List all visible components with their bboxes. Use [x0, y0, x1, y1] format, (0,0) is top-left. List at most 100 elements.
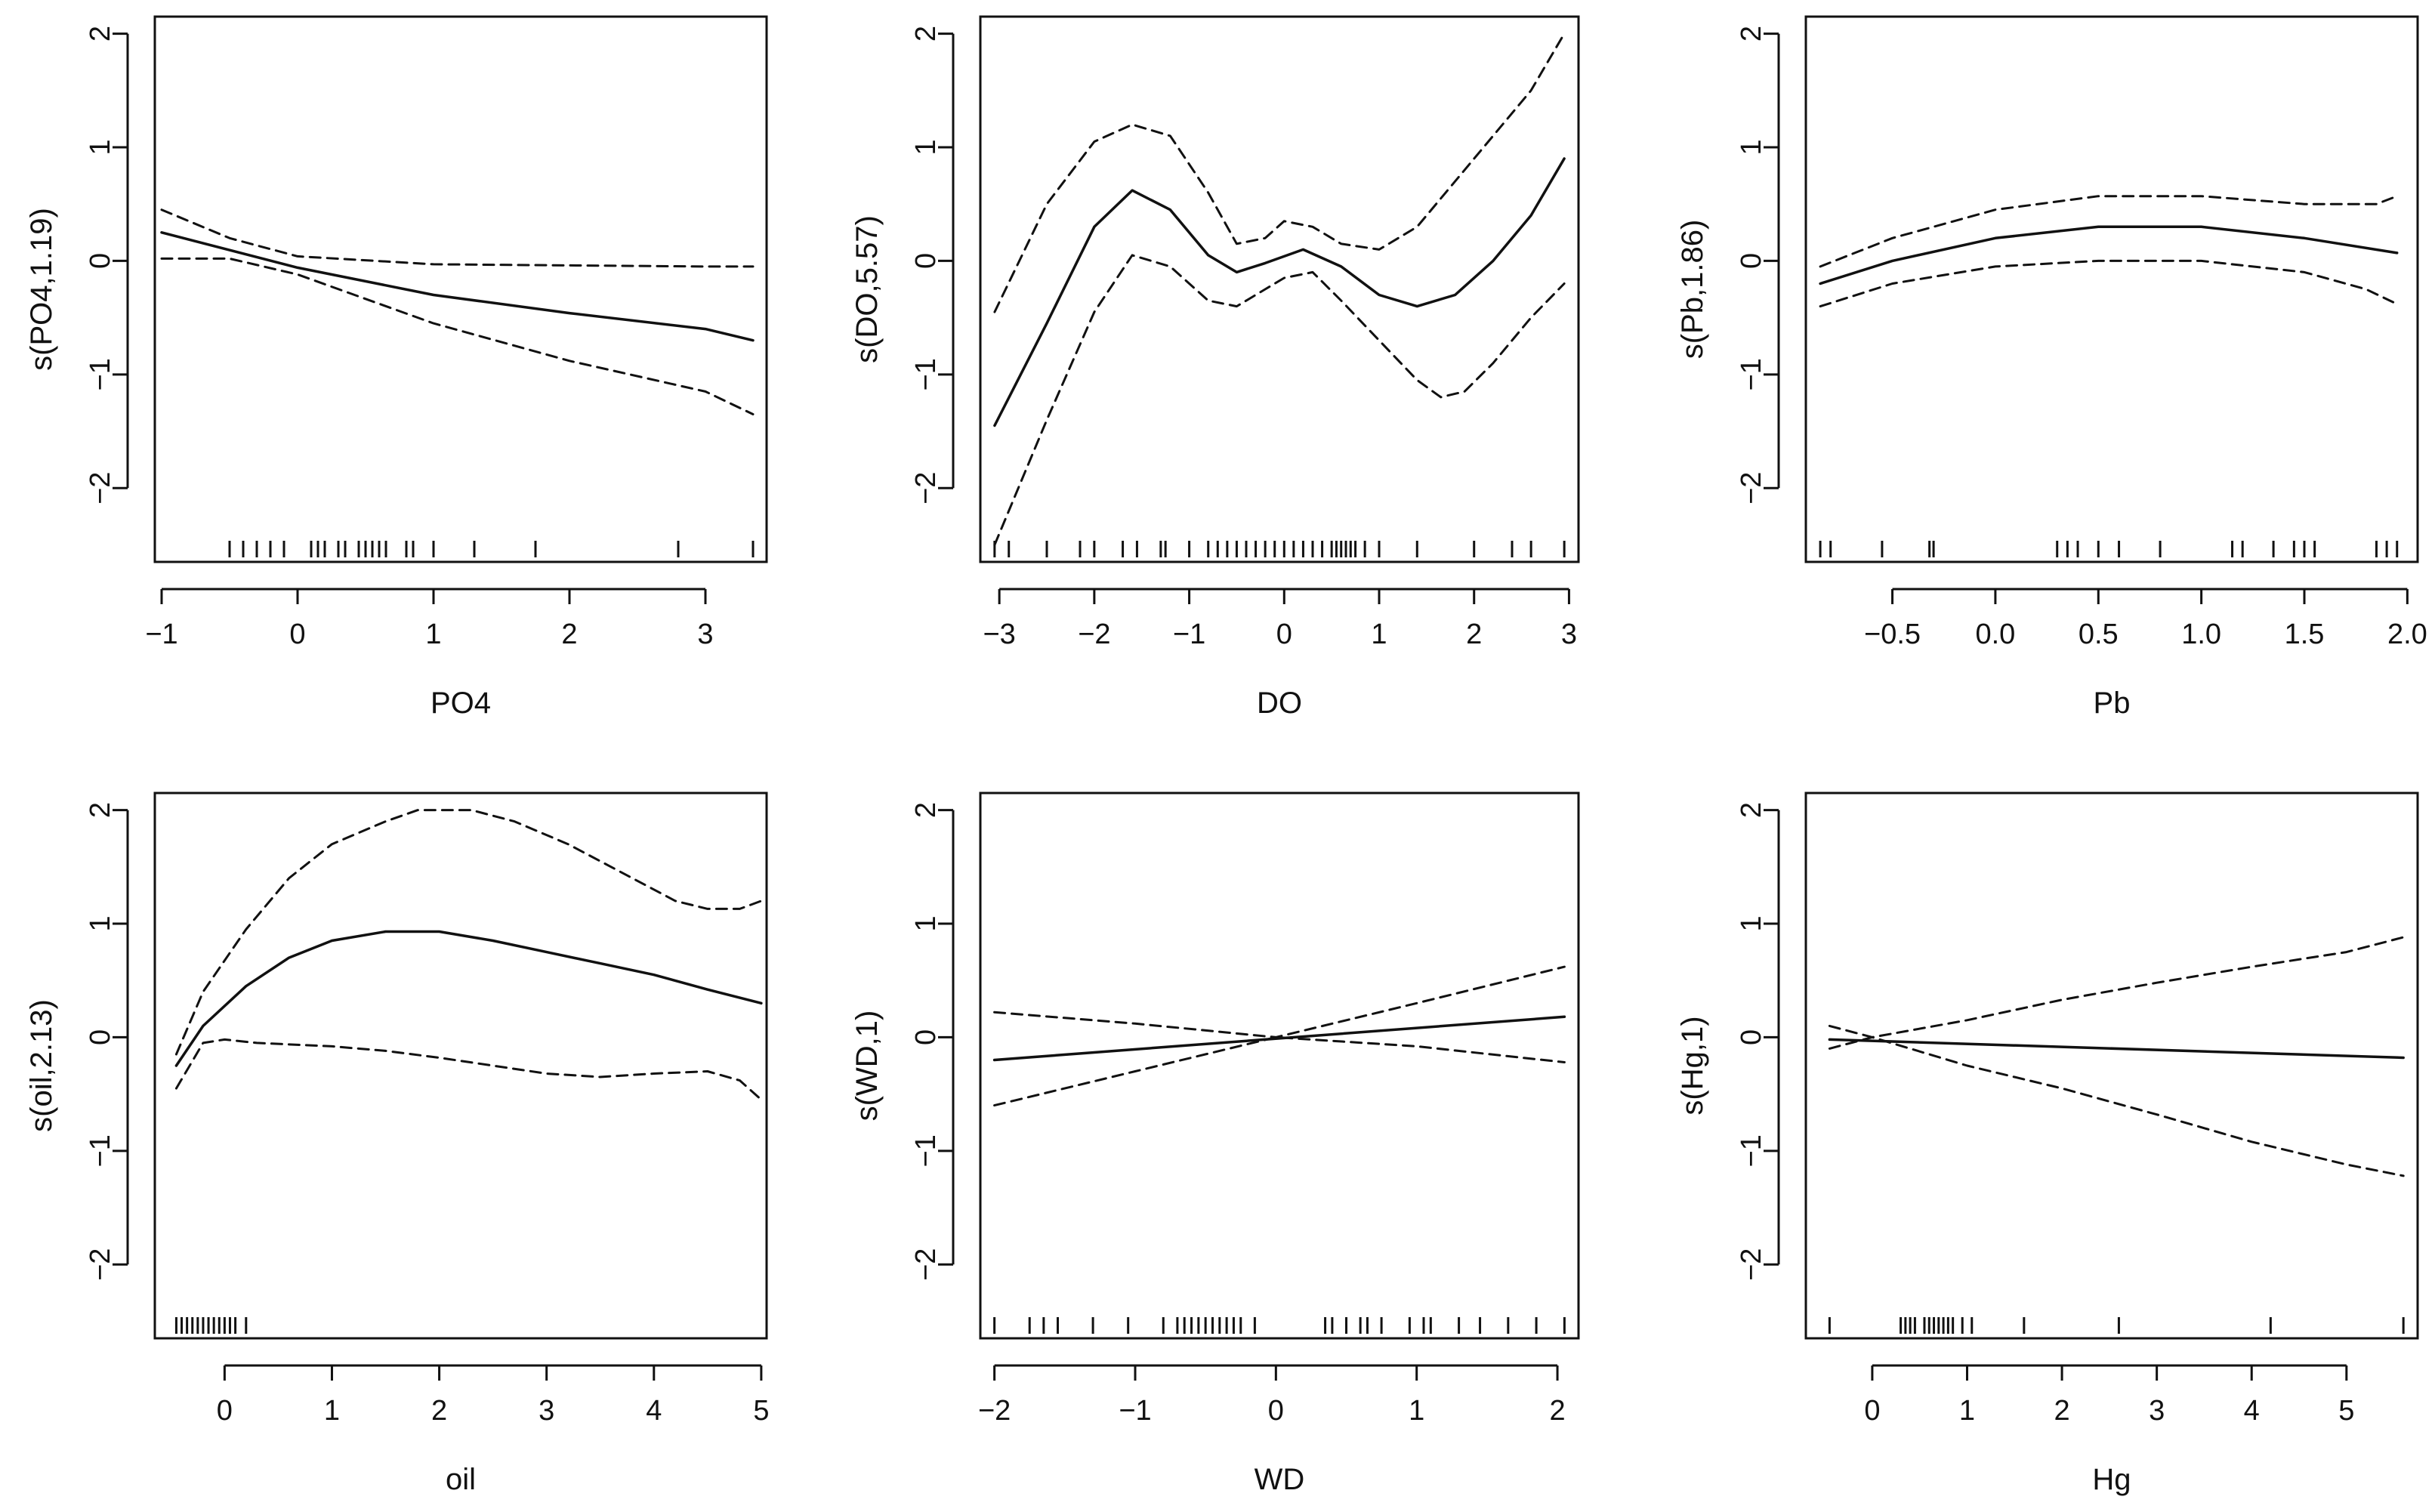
series-upper [1819, 195, 2399, 268]
y-tick-label: 2 [1736, 802, 1767, 818]
x-tick-label: 2.0 [2387, 619, 2427, 650]
y-tick-label: 2 [910, 26, 942, 42]
x-axis-title: PO4 [431, 687, 491, 720]
x-axis-title: Hg [2092, 1463, 2131, 1496]
y-tick-label: 1 [85, 139, 116, 155]
x-tick-label: −2 [1078, 619, 1110, 650]
series-lower [1819, 259, 2399, 308]
x-tick-label: 2 [431, 1395, 447, 1427]
x-tick-label: 5 [753, 1395, 769, 1427]
x-tick-label: −1 [1173, 619, 1205, 650]
x-axis-title: DO [1257, 687, 1302, 720]
x-tick-label: −3 [983, 619, 1015, 650]
series-fit [160, 231, 755, 342]
series-fit [1819, 225, 2399, 285]
series-fit [174, 930, 763, 1067]
plot-frame [153, 791, 768, 1340]
y-tick-label: 2 [85, 26, 116, 42]
y-tick-label: −2 [1736, 472, 1767, 505]
x-tick-label: 5 [2338, 1395, 2354, 1427]
y-tick-label: −2 [910, 472, 942, 505]
panel-1: −1 0 1 2 3 −2 −1 0 1 2 PO4 s(PO4,1.19) [25, 15, 768, 720]
y-axis-title: s(PO4,1.19) [25, 208, 58, 371]
series-upper [993, 965, 1566, 1038]
plot-frame [1804, 15, 2419, 563]
y-tick-label: 0 [1736, 1029, 1767, 1045]
panel-4: 0 1 2 3 4 5 −2 −1 0 1 2 oil s(oil,2.13) [25, 791, 769, 1496]
y-tick-label: 1 [85, 915, 116, 931]
y-tick-label: 2 [910, 802, 942, 818]
x-tick-label: 2 [2054, 1395, 2069, 1427]
y-tick-label: −1 [910, 1134, 942, 1167]
y-tick-label: −1 [85, 1134, 116, 1167]
x-tick-label: 1 [324, 1395, 340, 1427]
plot-frame [979, 791, 1580, 1340]
x-tick-label: −2 [978, 1395, 1011, 1427]
plot-frame [153, 15, 768, 563]
y-tick-label: −2 [910, 1248, 942, 1281]
y-tick-label: 1 [910, 139, 942, 155]
x-tick-label: 1 [1959, 1395, 1975, 1427]
series-lower [160, 257, 755, 415]
x-tick-label: 3 [539, 1395, 554, 1427]
series-lower [1828, 1035, 2405, 1177]
x-tick-label: −1 [1119, 1395, 1151, 1427]
x-tick-label: 1.5 [2285, 619, 2325, 650]
y-tick-label: 0 [910, 253, 942, 269]
series-fit [992, 1015, 1566, 1062]
x-tick-label: 3 [2149, 1395, 2165, 1427]
x-tick-label: 2 [1466, 619, 1482, 650]
y-tick-label: −1 [1736, 1134, 1767, 1167]
y-tick-label: 2 [1736, 26, 1767, 42]
y-tick-label: −2 [1736, 1248, 1767, 1281]
series-lower [993, 254, 1566, 546]
x-tick-label: 0 [217, 1395, 233, 1427]
y-axis-title: s(DO,5.57) [850, 215, 884, 363]
x-tick-label: 4 [2244, 1395, 2260, 1427]
y-tick-label: 1 [1736, 915, 1767, 931]
y-tick-label: 0 [85, 1029, 116, 1045]
y-axis-title: s(Pb,1.86) [1676, 220, 1709, 359]
x-tick-label: 1.0 [2181, 619, 2221, 650]
y-axis-title: s(WD,1) [850, 1011, 884, 1122]
x-tick-label: 2 [1549, 1395, 1565, 1427]
series-upper [1828, 936, 2405, 1038]
x-tick-label: 4 [646, 1395, 662, 1427]
x-axis-title: WD [1255, 1463, 1305, 1496]
y-tick-label: 1 [1736, 139, 1767, 155]
y-tick-label: 0 [1736, 253, 1767, 269]
x-tick-label: 0.0 [1975, 619, 2015, 650]
y-tick-label: 2 [85, 802, 116, 818]
panel-3: −0.5 0.0 0.5 1.0 1.5 2.0 −2 −1 0 1 2 Pb s(Pb,1.86) [1676, 15, 2427, 720]
series-fit [1828, 1038, 2405, 1060]
y-axis-title: s(Hg,1) [1676, 1016, 1709, 1115]
y-axis-title: s(oil,2.13) [25, 999, 58, 1132]
y-tick-label: −2 [85, 1248, 116, 1281]
x-tick-label: 1 [1409, 1395, 1424, 1427]
series-fit [993, 157, 1566, 427]
y-tick-label: 0 [910, 1029, 942, 1045]
panel-5: −2 −1 0 1 2 −2 −1 0 1 2 WD s(WD,1) [850, 791, 1580, 1496]
y-tick-label: −1 [910, 358, 942, 390]
panel-6: 0 1 2 3 4 5 −2 −1 0 1 2 Hg s(Hg,1) [1676, 791, 2419, 1496]
x-tick-label: 1 [425, 619, 441, 650]
x-tick-label: 0 [289, 619, 305, 650]
y-tick-label: 0 [85, 253, 116, 269]
x-tick-label: 3 [1561, 619, 1577, 650]
x-tick-label: 3 [697, 619, 713, 650]
x-tick-label: 0.5 [2079, 619, 2119, 650]
series-upper [174, 809, 763, 1056]
x-tick-label: 2 [561, 619, 577, 650]
panel-2: −3 −2 −1 0 1 2 3 −2 −1 0 1 2 DO s(DO,5.57) [850, 15, 1580, 720]
y-tick-label: 1 [910, 915, 942, 931]
series-upper [160, 208, 755, 268]
x-axis-title: Pb [2094, 687, 2131, 720]
x-tick-label: 0 [1268, 1395, 1284, 1427]
x-tick-label: 0 [1864, 1395, 1880, 1427]
plot-frame [979, 15, 1580, 563]
x-axis-title: oil [446, 1463, 476, 1496]
series-lower [174, 1038, 763, 1101]
series-lower [993, 1035, 1566, 1107]
x-tick-label: −0.5 [1864, 619, 1921, 650]
x-tick-label: −1 [145, 619, 177, 650]
